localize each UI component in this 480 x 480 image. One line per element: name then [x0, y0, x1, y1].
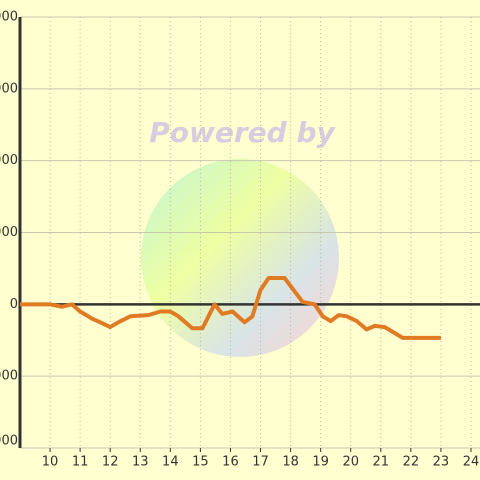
watermark: Powered by — [141, 116, 339, 357]
x-tick-label: 11 — [72, 455, 89, 470]
x-tick-label: 14 — [162, 455, 179, 470]
y-tick-label: 9,000 — [0, 81, 18, 96]
x-tick-label: 20 — [342, 455, 359, 470]
x-tick-label: 19 — [312, 455, 329, 470]
x-tick-label: 16 — [222, 455, 239, 470]
y-tick-label: 6,000 — [0, 153, 18, 168]
x-tick-label: 22 — [403, 455, 420, 470]
x-tick-label: 18 — [282, 455, 299, 470]
x-tick-label: 10 — [42, 455, 59, 470]
x-tick-label: 15 — [192, 455, 209, 470]
x-tick-label: 21 — [373, 455, 390, 470]
y-tick-label: 0 — [10, 297, 18, 312]
y-tick-label: 3,000 — [0, 225, 18, 240]
x-tick-label: 24 — [463, 455, 480, 470]
x-tick-label: 13 — [132, 455, 149, 470]
y-tick-label: 12,000 — [0, 10, 18, 25]
watermark-text: Powered by — [149, 116, 336, 149]
watermark-logo — [141, 159, 339, 357]
x-tick-label: 17 — [252, 455, 269, 470]
y-tick-label: -6,000 — [0, 434, 18, 449]
y-tick-label: -3,000 — [0, 369, 18, 384]
line — [20, 275, 441, 340]
x-tick-label: 23 — [433, 455, 450, 470]
x-tick-label: 12 — [102, 455, 119, 470]
